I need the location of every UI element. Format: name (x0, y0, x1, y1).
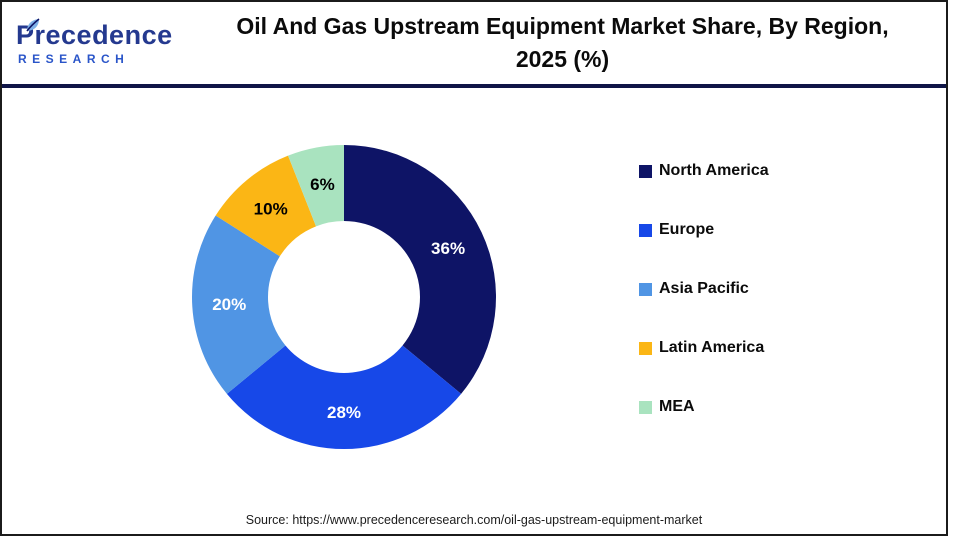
chart-legend: North America Europe Asia Pacific Latin Ame… (639, 162, 769, 457)
header-divider (2, 84, 946, 88)
chart-area: 36% 28% 20% 10% 6% North America Europe Asia P… (2, 88, 946, 534)
legend-swatch (639, 223, 652, 237)
legend-item-north-america: North America (639, 162, 769, 180)
legend-swatch (639, 282, 652, 296)
legend-swatch (639, 400, 652, 414)
donut-chart-container: 36% 28% 20% 10% 6% (189, 142, 499, 452)
legend-item-asia-pacific: Asia Pacific (639, 280, 769, 298)
donut-slice-europe (226, 345, 462, 450)
legend-label: Latin America (659, 339, 765, 356)
brand-logo: Precedence RESEARCH (16, 17, 191, 66)
slice-value-label: 20% (212, 295, 246, 314)
slice-value-label: 36% (431, 239, 465, 258)
header: Precedence RESEARCH Oil And Gas Upstream… (2, 2, 946, 84)
legend-label: Europe (659, 221, 715, 238)
brand-subtitle: RESEARCH (18, 51, 130, 66)
legend-label: Asia Pacific (659, 280, 749, 297)
slice-value-label: 6% (310, 175, 335, 194)
brand-name: Precedence (16, 19, 173, 50)
source-text: Source: https://www.precedenceresearch.c… (245, 513, 703, 527)
page-title-line1: Oil And Gas Upstream Equipment Market Sh… (236, 13, 889, 39)
slice-value-label: 28% (327, 403, 361, 422)
legend-swatch (639, 164, 652, 178)
donut-slice-mea (288, 145, 344, 227)
donut-slice-asia-pacific (191, 215, 286, 394)
legend-label: MEA (659, 398, 695, 415)
donut-chart: 36% 28% 20% 10% 6% (191, 145, 497, 450)
legend-item-europe: Europe (639, 221, 769, 239)
legend-item-mea: MEA (639, 398, 769, 416)
donut-slice-north-america (344, 145, 497, 394)
page-title-line2: 2025 (%) (515, 46, 610, 72)
legend-item-latin-america: Latin America (639, 339, 769, 357)
donut-slice-latin-america (215, 155, 317, 257)
slice-value-label: 10% (254, 199, 288, 218)
page-title: Oil And Gas Upstream Equipment Market Sh… (191, 10, 934, 76)
legend-label: North America (659, 162, 769, 179)
legend-swatch (639, 341, 652, 355)
